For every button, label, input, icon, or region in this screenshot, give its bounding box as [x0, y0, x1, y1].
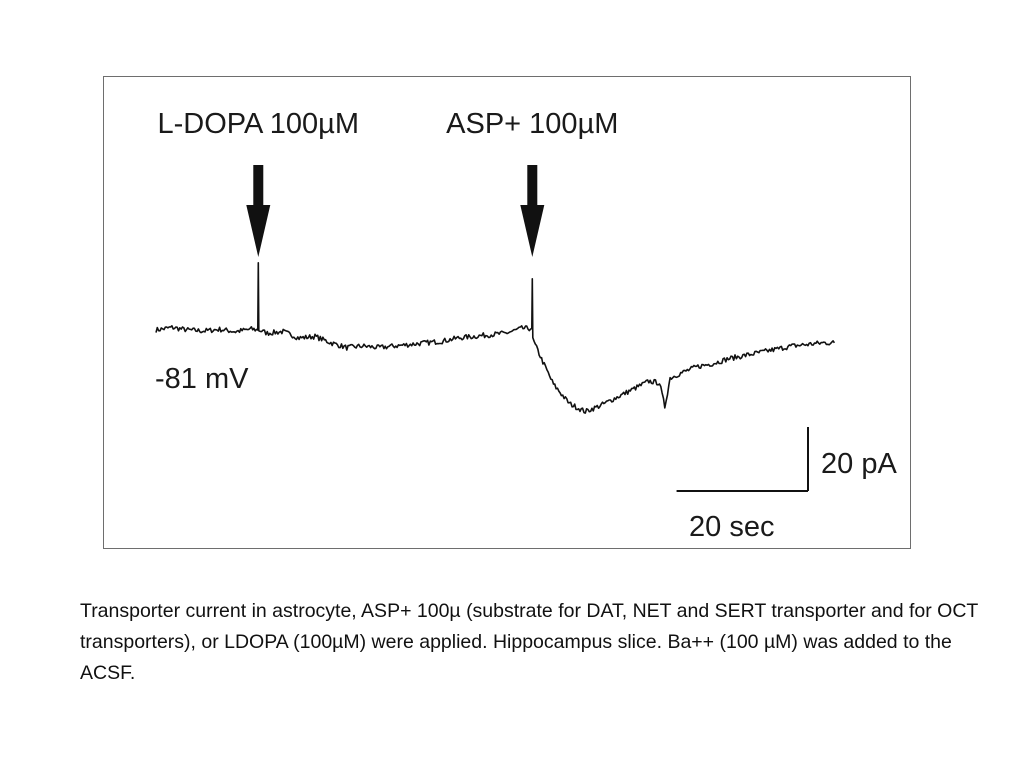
- drug-application-label: ASP+ 100µM: [446, 108, 618, 140]
- down-arrow-icon: [253, 165, 264, 207]
- down-arrow-head-icon: [520, 205, 545, 257]
- current-trace-chart: L-DOPA 100µM ASP+ 100µM -81 mV 20 pA 20 s…: [155, 108, 897, 543]
- figure-panel: L-DOPA 100µM ASP+ 100µM -81 mV 20 pA 20 s…: [103, 76, 911, 549]
- time-scale-label: 20 sec: [689, 511, 774, 543]
- scale-bar: 20 pA 20 sec: [676, 427, 897, 543]
- drug-application-marker: ASP+ 100µM: [446, 108, 618, 257]
- down-arrow-head-icon: [246, 205, 271, 257]
- current-scale-label: 20 pA: [821, 448, 897, 480]
- drug-application-label: L-DOPA 100µM: [158, 108, 360, 140]
- current-trace-line: [155, 262, 836, 414]
- holding-potential-label: -81 mV: [155, 363, 249, 395]
- figure-caption: Transporter current in astrocyte, ASP+ 1…: [80, 600, 978, 684]
- down-arrow-icon: [527, 165, 538, 207]
- drug-application-marker: L-DOPA 100µM: [158, 108, 360, 257]
